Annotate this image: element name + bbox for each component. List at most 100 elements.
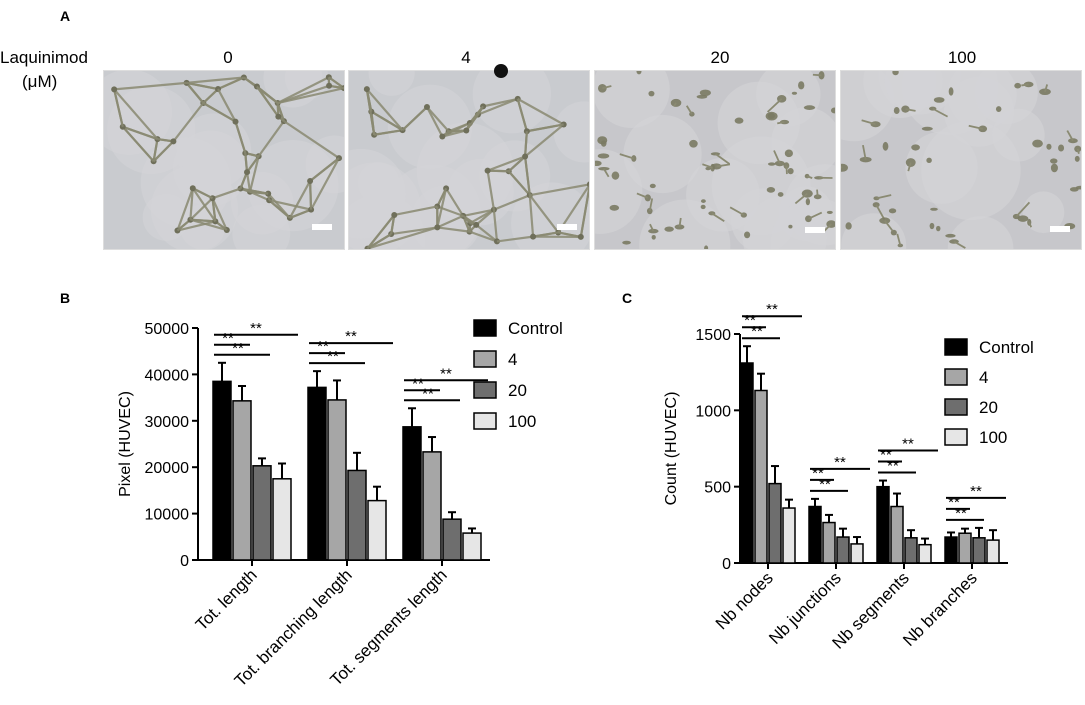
cell xyxy=(1014,82,1022,89)
cell xyxy=(1058,144,1065,152)
cell-process xyxy=(649,223,655,232)
tube-segment xyxy=(532,231,559,238)
cell-process xyxy=(711,212,725,222)
tube-segment xyxy=(172,102,205,143)
cell-process xyxy=(702,163,713,169)
legend-swatch xyxy=(944,428,968,446)
tube-segment xyxy=(526,123,564,133)
legend-swatch xyxy=(944,338,968,356)
bar xyxy=(918,543,932,564)
tube-segment xyxy=(436,214,464,229)
bar xyxy=(782,507,796,564)
cell-node xyxy=(244,169,251,176)
cell-process xyxy=(808,211,823,220)
cell-process xyxy=(896,233,902,246)
y-tick-label: 0 xyxy=(180,553,189,570)
tube-segment xyxy=(211,198,217,222)
micrograph-100um xyxy=(840,70,1082,250)
cell xyxy=(805,198,811,206)
tube-segment xyxy=(244,153,249,173)
cell-process xyxy=(648,198,654,212)
cell-process xyxy=(716,163,731,168)
cell-node xyxy=(363,86,370,93)
cell-process xyxy=(806,175,813,179)
cell xyxy=(648,228,659,234)
background-texture xyxy=(368,71,415,96)
y-tick-label: 20000 xyxy=(145,460,190,477)
significance-label: ** xyxy=(440,365,452,382)
cell xyxy=(648,90,655,97)
background-texture xyxy=(623,114,702,194)
bar xyxy=(972,537,986,564)
cell xyxy=(926,157,932,164)
tube-segment xyxy=(366,233,392,249)
background-texture xyxy=(841,213,907,249)
tube-segment xyxy=(186,76,244,84)
legend-label: Control xyxy=(508,319,563,338)
x-tick-label: Nb nodes xyxy=(712,568,777,633)
cell-node xyxy=(307,177,314,184)
panel-b-letter: B xyxy=(60,290,71,306)
significance-label: ** xyxy=(317,338,329,355)
bar xyxy=(890,505,904,564)
cell xyxy=(911,144,920,151)
tube-segment xyxy=(437,226,470,233)
bar xyxy=(958,532,972,564)
chart-b: 0 10000 20000 30000 40000 50000 Pixel (HUVEC) T… xyxy=(117,319,563,690)
cell-process xyxy=(777,121,785,125)
cell xyxy=(995,106,1002,112)
significance-label: ** xyxy=(250,320,262,337)
tube-segment xyxy=(367,226,438,249)
tube-segment xyxy=(441,122,471,138)
tube-segment xyxy=(365,89,376,135)
cell-process xyxy=(861,119,876,126)
tube-segment xyxy=(268,199,291,219)
tube-segment xyxy=(277,84,330,105)
cell xyxy=(1069,187,1079,192)
cell xyxy=(1017,215,1029,222)
significance-label: ** xyxy=(222,330,234,347)
cell xyxy=(901,105,910,113)
cell xyxy=(933,97,945,103)
cell xyxy=(595,160,602,167)
cell xyxy=(644,194,651,202)
tube-segment xyxy=(528,195,535,237)
tube-segment xyxy=(486,170,495,210)
cell xyxy=(892,71,899,76)
cell-process xyxy=(729,206,745,216)
tube-segment xyxy=(493,194,531,211)
tube-segment xyxy=(477,97,519,116)
cell-node xyxy=(439,133,446,140)
tube-segment xyxy=(189,188,194,220)
tube-segment xyxy=(192,187,214,200)
tube-segment xyxy=(202,88,219,104)
cell xyxy=(600,140,607,147)
cell xyxy=(631,155,637,162)
tube-segment xyxy=(289,208,312,219)
cell xyxy=(930,207,938,211)
cell-process xyxy=(678,217,682,228)
significance-label: ** xyxy=(744,312,756,329)
tube-segment xyxy=(517,97,565,126)
tube-segment xyxy=(114,81,187,91)
cell-node xyxy=(423,104,430,111)
tube-segment xyxy=(277,76,330,105)
tube-segment xyxy=(465,114,479,132)
concentration-label-20: 20 xyxy=(710,48,730,67)
tube-segment xyxy=(152,140,175,163)
tube-segment xyxy=(394,205,438,217)
significance-label: ** xyxy=(948,494,960,511)
tube-segment xyxy=(248,156,260,193)
tube-segment xyxy=(529,183,589,197)
cell xyxy=(813,194,822,200)
cell xyxy=(705,166,711,171)
y-tick-label: 40000 xyxy=(145,367,190,384)
tube-segment xyxy=(268,199,312,211)
legend-label: 4 xyxy=(979,368,988,387)
tube-segment xyxy=(186,81,219,91)
tube-segment xyxy=(217,76,245,91)
cell xyxy=(651,234,656,240)
bar xyxy=(822,521,836,564)
tube-segment xyxy=(283,120,340,160)
scale-bar xyxy=(557,224,577,230)
